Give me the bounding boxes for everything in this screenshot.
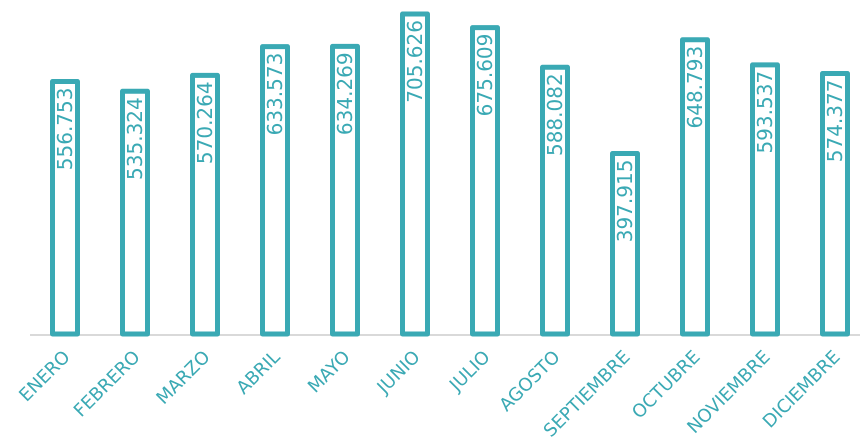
bars-group bbox=[50, 11, 850, 337]
category-label-agosto: AGOSTO bbox=[495, 347, 564, 416]
bar-diciembre bbox=[820, 71, 850, 337]
value-label-diciembre: 574.377 bbox=[823, 80, 847, 163]
value-label-noviembre: 593.537 bbox=[753, 71, 777, 154]
bar-marzo bbox=[190, 72, 220, 337]
category-label-febrero: FEBRERO bbox=[70, 347, 145, 422]
category-label-marzo: MARZO bbox=[152, 347, 214, 409]
bar-junio bbox=[400, 11, 430, 337]
bar-octubre bbox=[680, 37, 710, 337]
category-label-mayo: MAYO bbox=[304, 347, 355, 398]
value-label-septiembre: 397.915 bbox=[613, 160, 637, 243]
value-label-agosto: 588.082 bbox=[543, 73, 567, 156]
bar-septiembre bbox=[610, 151, 640, 337]
bar-julio bbox=[470, 25, 500, 337]
bar-agosto bbox=[540, 64, 570, 337]
value-label-junio: 705.626 bbox=[403, 20, 427, 103]
value-label-febrero: 535.324 bbox=[123, 97, 147, 180]
bar-noviembre bbox=[750, 62, 780, 337]
category-label-enero: ENERO bbox=[15, 347, 74, 406]
bar-febrero bbox=[120, 88, 150, 337]
value-label-abril: 633.573 bbox=[263, 53, 287, 136]
value-label-marzo: 570.264 bbox=[193, 81, 217, 164]
value-labels-group: 556.753 535.324 570.264 633.573 634.269 705.6… bbox=[53, 20, 847, 242]
category-label-junio: JUNIO bbox=[373, 347, 425, 399]
category-label-julio: JULIO bbox=[445, 347, 494, 396]
value-label-enero: 556.753 bbox=[53, 88, 77, 171]
bar-enero bbox=[50, 79, 80, 337]
value-label-julio: 675.609 bbox=[473, 34, 497, 117]
value-label-mayo: 634.269 bbox=[333, 52, 357, 135]
category-label-octubre: OCTUBRE bbox=[628, 347, 704, 423]
bar-abril bbox=[260, 44, 290, 337]
category-label-abril: ABRIL bbox=[233, 347, 285, 399]
value-label-octubre: 648.793 bbox=[683, 46, 707, 129]
bar-mayo bbox=[330, 43, 360, 337]
